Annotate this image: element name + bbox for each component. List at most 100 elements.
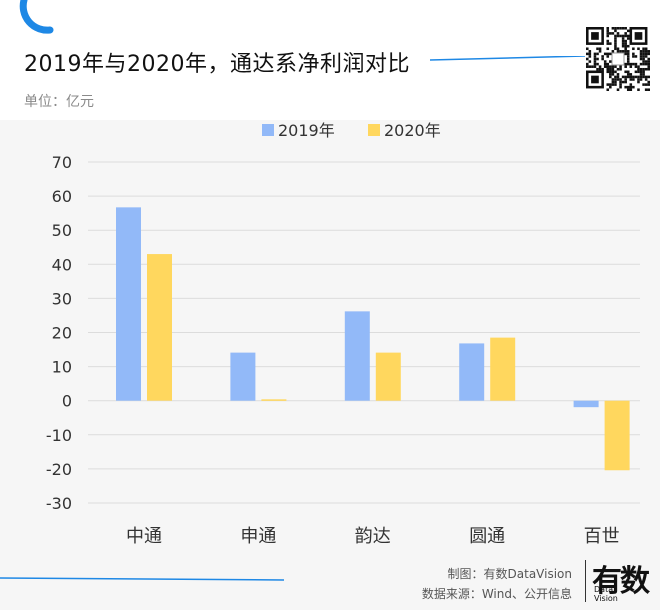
qr-module [629, 78, 633, 81]
qr-module [626, 70, 630, 74]
qr-module [616, 34, 620, 38]
qr-module [647, 65, 650, 68]
chart-background [0, 120, 660, 610]
qr-module [644, 62, 648, 66]
qr-module [588, 65, 592, 68]
credits: 制图：有数DataVision 数据来源：Wind、公开信息 [422, 564, 572, 604]
qr-module [601, 67, 604, 71]
qr-module [621, 44, 625, 48]
qr-module [614, 42, 617, 45]
y-tick-label: 20 [52, 324, 72, 343]
qr-module [598, 65, 602, 68]
qr-module [626, 75, 630, 79]
qr-module [629, 62, 633, 66]
qr-finder [591, 75, 599, 84]
qr-module [642, 67, 645, 71]
bar-series2 [375, 352, 401, 401]
y-tick-label: -30 [46, 494, 72, 513]
qr-module [624, 85, 627, 89]
qr-module [588, 55, 592, 58]
qr-module [596, 67, 599, 71]
qr-module [596, 52, 599, 56]
qr-module [642, 52, 645, 56]
qr-module [637, 78, 640, 81]
qr-module [586, 65, 589, 68]
legend-swatch [368, 124, 380, 136]
qr-module [624, 39, 627, 43]
qr-module [642, 50, 645, 53]
y-tick-label: 70 [52, 153, 72, 172]
qr-module [644, 88, 648, 91]
brand-mark: 有数 [592, 564, 650, 599]
bar-series2 [147, 254, 172, 401]
qr-module [644, 52, 648, 56]
qr-module [606, 62, 610, 66]
qr-module [606, 34, 610, 38]
qr-module [647, 67, 650, 71]
qr-module [644, 75, 648, 79]
qr-module [624, 52, 627, 56]
qr-module [626, 62, 630, 66]
qr-module [632, 47, 635, 51]
qr-module [616, 32, 620, 35]
bar-series1 [230, 352, 256, 401]
bar-series2 [490, 337, 516, 401]
qr-module [647, 60, 650, 63]
qr-module [626, 57, 630, 61]
qr-module [639, 67, 643, 71]
qr-module [621, 37, 625, 40]
qr-module [586, 62, 589, 66]
qr-module [611, 83, 615, 86]
qr-module [621, 75, 625, 79]
qr-module [639, 50, 643, 53]
qr-module [647, 83, 650, 86]
qr-module [626, 85, 630, 89]
x-tick-label: 百世 [584, 526, 620, 547]
qr-module [634, 70, 638, 74]
y-tick-label: -10 [46, 426, 72, 445]
bar-chart: 70 60 50 40 30 20 10 0 -10 -20 -30 中通 申通 韵达 圆通 百世 2019年 2… [46, 121, 640, 547]
qr-module [624, 44, 627, 48]
qr-module [609, 52, 612, 56]
qr-module [621, 42, 625, 45]
qr-module [626, 60, 630, 63]
qr-module [616, 75, 620, 79]
qr-module [642, 47, 645, 51]
qr-module [606, 47, 610, 51]
qr-module [647, 57, 650, 61]
qr-module [624, 50, 627, 53]
qr-module [632, 52, 635, 56]
qr-module [606, 70, 610, 74]
qr-module [593, 52, 597, 56]
qr-module [647, 80, 650, 84]
qr-finder [634, 32, 643, 40]
qr-module [624, 80, 627, 84]
qr-module [603, 62, 607, 66]
brand-logo: 有数 Data Vision [592, 556, 654, 608]
qr-module [619, 34, 622, 38]
bar-series2 [261, 399, 287, 401]
qr-module [586, 52, 589, 56]
qr-module [647, 75, 650, 79]
qr-module [642, 55, 645, 58]
qr-module [614, 70, 617, 74]
qr-module [598, 50, 602, 53]
qr-module [614, 27, 617, 30]
qr-module [647, 62, 650, 66]
qr-module [614, 65, 617, 68]
qr-module [624, 42, 627, 45]
qr-module [626, 73, 630, 76]
x-tick-label: 申通 [240, 526, 276, 547]
qr-module [642, 73, 645, 76]
qr-module [609, 32, 612, 35]
qr-module [606, 29, 610, 33]
qr-module [644, 50, 648, 53]
qr-module [619, 78, 622, 81]
bar-series1 [116, 207, 141, 401]
qr-module [626, 29, 630, 33]
brand-separator [585, 560, 586, 602]
qr-module [606, 65, 610, 68]
qr-module [629, 85, 633, 89]
qr-module [614, 39, 617, 43]
qr-module [609, 85, 612, 89]
